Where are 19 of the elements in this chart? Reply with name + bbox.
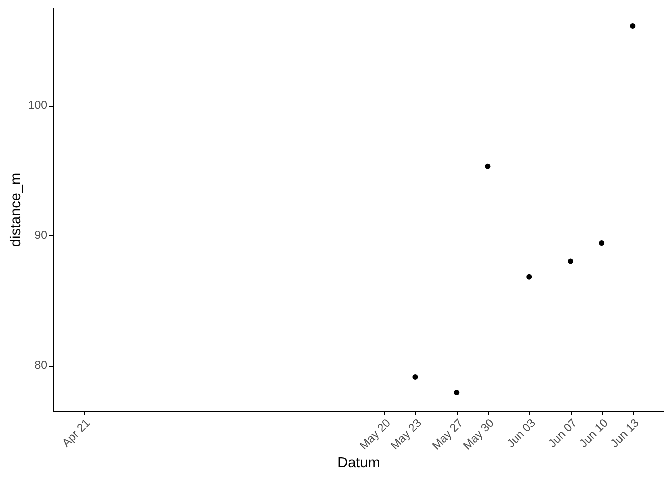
y-tick-label: 100 [28, 100, 48, 112]
x-tick-label: Apr 21 [60, 418, 94, 450]
point [412, 374, 418, 380]
point [568, 258, 574, 264]
x-tick-label: Jun 13 [609, 418, 642, 450]
y-tick-label: 90 [34, 230, 48, 242]
point [630, 23, 636, 29]
point [526, 274, 532, 280]
x-axis-title: Datum [338, 455, 380, 472]
point [485, 164, 491, 170]
x-tick-label: May 30 [462, 418, 497, 453]
y-axis-title: distance_m [8, 172, 24, 248]
point [599, 240, 605, 246]
point [454, 390, 460, 396]
x-tick-label: Jun 07 [546, 418, 580, 450]
x-tick-label: Jun 03 [505, 418, 538, 450]
x-tick-label: May 23 [389, 418, 424, 453]
x-tick-label: Jun 10 [578, 418, 611, 450]
y-tick-label: 80 [34, 360, 48, 372]
